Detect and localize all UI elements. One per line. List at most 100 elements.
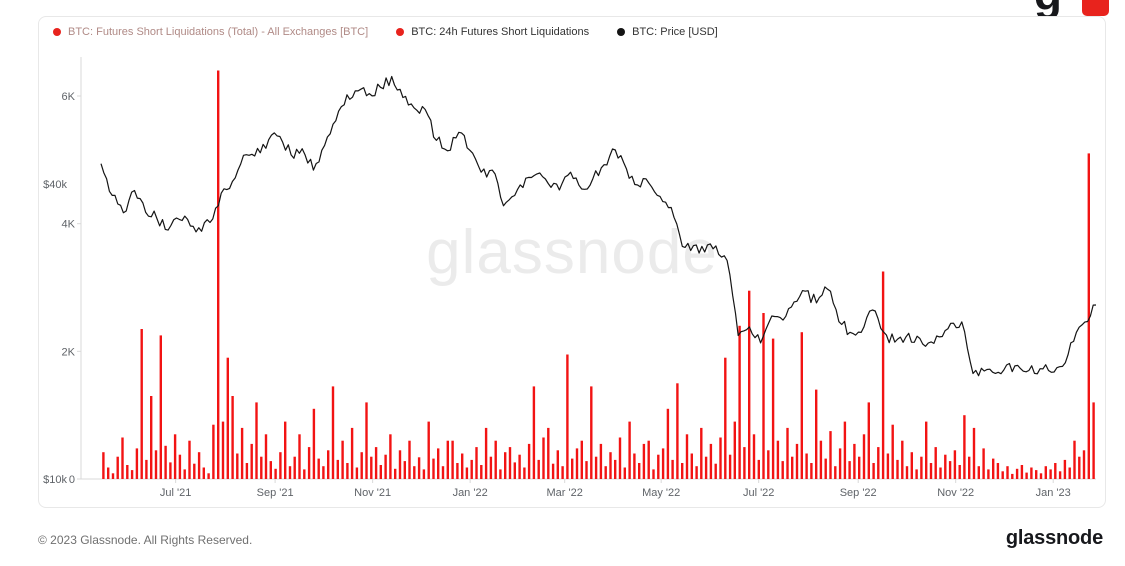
liquidation-bar [1073, 440, 1076, 479]
liquidation-bar [977, 466, 980, 479]
liquidation-bar [336, 459, 339, 479]
legend-item-1[interactable]: BTC: Futures Short Liquidations (Total) … [53, 26, 368, 38]
liquidation-bar [877, 447, 880, 479]
liquidation-bar [394, 468, 397, 479]
liquidation-bar [791, 456, 794, 479]
liquidation-bar [269, 461, 272, 479]
legend-dot-icon [53, 28, 61, 36]
legend-item-3[interactable]: BTC: Price [USD] [617, 26, 718, 38]
liquidation-bar [614, 459, 617, 479]
liquidation-bar [140, 329, 143, 479]
liquidation-bar [508, 447, 512, 479]
liquidation-bar [350, 427, 354, 479]
liquidation-bar [891, 424, 894, 479]
liquidation-bar [518, 454, 521, 479]
liquidation-bar [743, 447, 746, 479]
liquidation-bar [504, 452, 507, 479]
x-axis-tick-label: Jan '22 [453, 487, 488, 499]
chart-legend: BTC: Futures Short Liquidations (Total) … [53, 26, 718, 38]
liquidation-bar [1020, 465, 1024, 479]
liquidation-axis-tick-label: 4K [62, 219, 76, 231]
liquidation-bar [585, 461, 588, 479]
liquidation-bar [815, 389, 818, 479]
liquidation-bar [1006, 466, 1009, 479]
x-axis-tick-label: Jul '22 [743, 487, 774, 499]
liquidation-bar [580, 440, 583, 479]
liquidation-bar [322, 466, 325, 479]
liquidation-bar [1011, 473, 1014, 479]
liquidation-bar [250, 443, 253, 479]
liquidation-bar [1035, 470, 1038, 479]
liquidation-bar [657, 454, 660, 479]
liquidation-bar [532, 386, 536, 479]
liquidation-bar [274, 468, 277, 479]
liquidation-bar [800, 332, 803, 479]
liquidation-bar [1068, 467, 1071, 479]
liquidation-bar [451, 440, 454, 479]
liquidation-bar [547, 427, 550, 479]
liquidation-bar [623, 467, 626, 479]
liquidation-bar [408, 440, 411, 479]
liquidation-bar [551, 463, 555, 479]
liquidation-bar [905, 466, 909, 479]
liquidation-bar [795, 443, 799, 479]
liquidation-bar [661, 448, 665, 479]
liquidation-axis-tick-label: 2K [62, 346, 76, 358]
liquidation-bar [704, 456, 708, 479]
liquidation-bar [575, 448, 579, 479]
liquidation-bar [681, 463, 684, 479]
liquidation-bar [810, 463, 813, 479]
legend-item-2[interactable]: BTC: 24h Futures Short Liquidations [396, 26, 589, 38]
liquidation-bar [925, 421, 928, 479]
liquidation-bar [307, 447, 311, 479]
liquidation-bar [834, 466, 837, 479]
liquidation-bar [996, 463, 1000, 479]
liquidation-bar [1058, 471, 1062, 479]
liquidation-bar [968, 456, 971, 479]
chart-plot-area[interactable]: 6K 4K 2K 0 $40k $10k Jul '21 Sep '21 Nov '21 Jan … [39, 17, 1105, 507]
x-axis-tick-label: Jul '21 [160, 487, 191, 499]
liquidation-bar [461, 453, 464, 479]
liquidation-bar [260, 456, 263, 479]
liquidation-bar [762, 313, 765, 479]
liquidation-bar [537, 459, 540, 479]
liquidation-bar [953, 450, 957, 479]
liquidation-bar [609, 452, 612, 479]
legend-label: BTC: 24h Futures Short Liquidations [411, 26, 590, 38]
liquidation-bar [1054, 463, 1057, 479]
liquidation-bar [738, 325, 741, 479]
liquidation-bar [819, 440, 823, 479]
x-axis-tick-label: May '22 [642, 487, 680, 499]
liquidation-bar [929, 463, 933, 479]
liquidation-bar [116, 456, 119, 479]
liquidation-bar [121, 437, 124, 479]
liquidation-bar [652, 469, 655, 479]
liquidation-bar [212, 424, 215, 479]
liquidation-bar [748, 290, 751, 479]
liquidation-bar [719, 437, 722, 479]
liquidation-bar [858, 456, 861, 479]
liquidation-bar [838, 448, 842, 479]
liquidation-bar [398, 450, 402, 479]
liquidation-bar [829, 431, 832, 479]
liquidation-bar [441, 466, 445, 479]
liquidation-bar [752, 434, 756, 479]
liquidation-bar [872, 463, 875, 479]
legend-dot-icon [396, 28, 405, 36]
liquidation-bar [671, 459, 674, 479]
liquidation-bar [499, 469, 502, 479]
liquidation-bar [102, 452, 105, 479]
liquidation-bar [690, 453, 693, 479]
liquidation-bar [915, 469, 918, 479]
liquidation-bar [805, 453, 808, 479]
x-axis-tick-label: Sep '22 [840, 487, 877, 499]
liquidation-bar [853, 443, 856, 479]
chart-card: glassnode BTC: Futures Short Liquidation… [38, 16, 1106, 508]
liquidation-bar [886, 453, 890, 479]
liquidation-bar [159, 335, 162, 479]
legend-label: BTC: Price [USD] [632, 26, 718, 38]
liquidation-bar [963, 415, 966, 479]
liquidation-bar [992, 458, 995, 479]
liquidation-bar [178, 454, 182, 479]
liquidation-bar [331, 386, 335, 479]
